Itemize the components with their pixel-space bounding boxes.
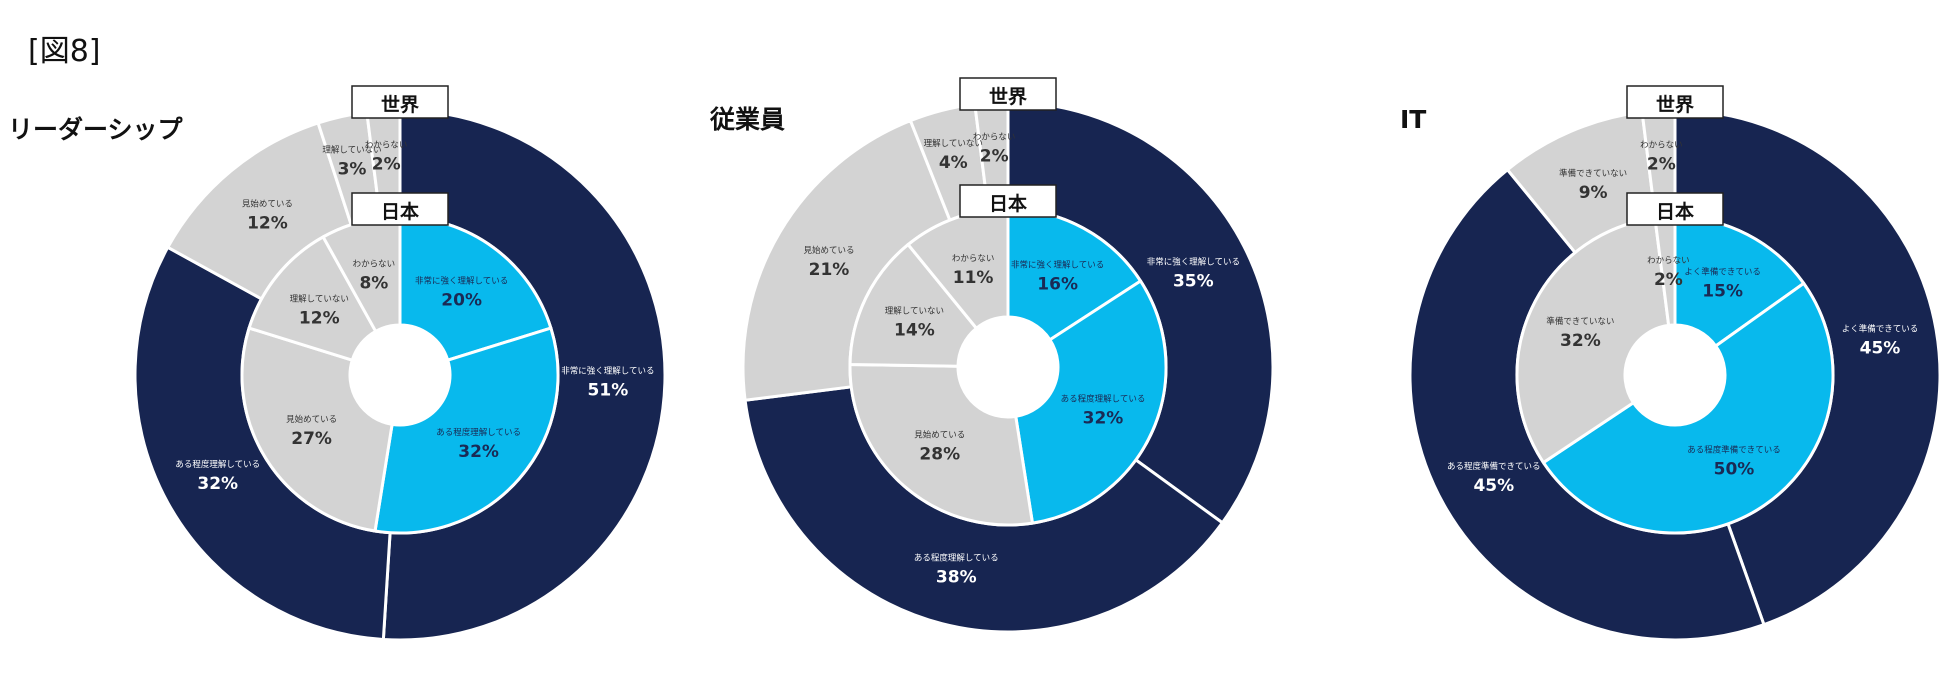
- inner-slice-value: 32%: [1560, 331, 1601, 351]
- figure-label: [図8]: [28, 34, 101, 69]
- outer-slice-label: 理解していない: [322, 144, 381, 155]
- outer-slice-label: わからない: [973, 132, 1016, 142]
- inner-slice-value: 8%: [359, 273, 388, 293]
- inner-slice-label: 非常に強く理解している: [1011, 260, 1104, 271]
- inner-slice-value: 2%: [1654, 270, 1683, 290]
- outer-slice-value: 3%: [338, 159, 367, 179]
- outer-slice-label: ある程度理解している: [914, 552, 999, 563]
- inner-slice: [1014, 278, 1168, 525]
- outer-slice-value: 2%: [980, 146, 1009, 166]
- inner-ring-label-box: [351, 192, 449, 226]
- inner-slice-value: 15%: [1702, 282, 1743, 302]
- inner-slice-value: 32%: [458, 442, 499, 462]
- inner-ring-label-box: [1626, 192, 1724, 226]
- outer-slice-label: ある程度準備できている: [1447, 461, 1541, 472]
- chart-title-it: IT: [1400, 105, 1427, 134]
- inner-slice-value: 27%: [291, 429, 332, 449]
- inner-slice-label: 見始めている: [286, 414, 337, 425]
- outer-slice-label: 準備できていない: [1559, 168, 1627, 179]
- outer-slice-value: 51%: [588, 381, 629, 401]
- outer-ring-label: 世界: [989, 86, 1027, 108]
- outer-slice-label: 非常に強く理解している: [1147, 257, 1240, 268]
- chart-title-leadership: リーダーシップ: [8, 115, 183, 144]
- inner-slice-value: 11%: [953, 268, 994, 288]
- donut-hole: [350, 325, 450, 425]
- inner-slice-value: 32%: [1083, 408, 1124, 428]
- outer-slice-value: 38%: [936, 567, 977, 587]
- outer-slice-value: 9%: [1579, 183, 1608, 203]
- outer-slice-label: 非常に強く理解している: [561, 366, 654, 377]
- outer-slice-value: 2%: [372, 154, 401, 174]
- inner-ring-label: 日本: [989, 192, 1027, 215]
- inner-slice-label: わからない: [1647, 256, 1690, 266]
- outer-ring-label-box: [351, 85, 449, 119]
- inner-slice-value: 20%: [441, 290, 482, 310]
- inner-slice-label: 非常に強く理解している: [415, 275, 508, 286]
- inner-ring-label: 日本: [1656, 200, 1694, 223]
- inner-slice-value: 16%: [1037, 275, 1078, 295]
- inner-slice-label: よく準備できている: [1684, 267, 1761, 278]
- outer-slice-value: 2%: [1647, 154, 1676, 174]
- outer-slice-label: わからない: [1640, 140, 1683, 150]
- inner-slice-value: 12%: [299, 308, 340, 328]
- outer-slice-label: 見始めている: [242, 199, 293, 210]
- outer-slice-label: わからない: [365, 140, 408, 150]
- donut-hole: [958, 317, 1058, 417]
- inner-slice-label: わからない: [353, 259, 396, 269]
- outer-ring-label-box: [959, 77, 1057, 111]
- inner-slice-label: わからない: [952, 254, 995, 264]
- inner-slice-label: 準備できていない: [1546, 316, 1614, 327]
- outer-slice-value: 45%: [1473, 476, 1514, 496]
- inner-slice-value: 28%: [919, 445, 960, 465]
- outer-slice-label: よく準備できている: [1842, 324, 1919, 335]
- inner-slice-label: 理解していない: [885, 306, 944, 317]
- donut-chart-0: 非常に強く理解している 51% ある程度理解している 32% 見始めている 12% 理解して…: [133, 85, 667, 642]
- outer-slice-value: 12%: [247, 214, 288, 234]
- inner-slice-label: ある程度理解している: [436, 427, 521, 438]
- inner-slice-value: 14%: [894, 321, 935, 341]
- inner-slice-label: ある程度準備できている: [1687, 445, 1781, 456]
- outer-ring-label: 世界: [381, 94, 419, 116]
- inner-ring-label-box: [959, 184, 1057, 218]
- inner-slice-label: 理解していない: [290, 293, 349, 304]
- outer-slice-label: 見始めている: [803, 245, 854, 256]
- inner-slice-label: 見始めている: [914, 430, 965, 441]
- inner-slice-value: 50%: [1714, 460, 1755, 480]
- outer-ring-label-box: [1626, 85, 1724, 119]
- donut-chart-1: 非常に強く理解している 35% ある程度理解している 38% 見始めている 21% 理解して…: [741, 77, 1275, 634]
- donut-chart-2: よく準備できている 45% ある程度準備できている 45% 準備できていない 9% わからな…: [1408, 85, 1942, 642]
- outer-slice-value: 32%: [197, 474, 238, 494]
- outer-slice-label: 理解していない: [924, 138, 983, 149]
- outer-slice-value: 35%: [1173, 272, 1214, 292]
- outer-ring-label: 世界: [1656, 94, 1694, 116]
- outer-slice-value: 45%: [1860, 339, 1901, 359]
- chart-title-employees: 従業員: [710, 105, 786, 134]
- inner-ring-label: 日本: [381, 200, 419, 223]
- outer-slice-label: ある程度理解している: [175, 459, 260, 470]
- outer-slice-value: 4%: [939, 153, 968, 173]
- outer-slice-value: 21%: [809, 260, 850, 280]
- inner-slice-label: ある程度理解している: [1061, 393, 1146, 404]
- donut-hole: [1625, 325, 1725, 425]
